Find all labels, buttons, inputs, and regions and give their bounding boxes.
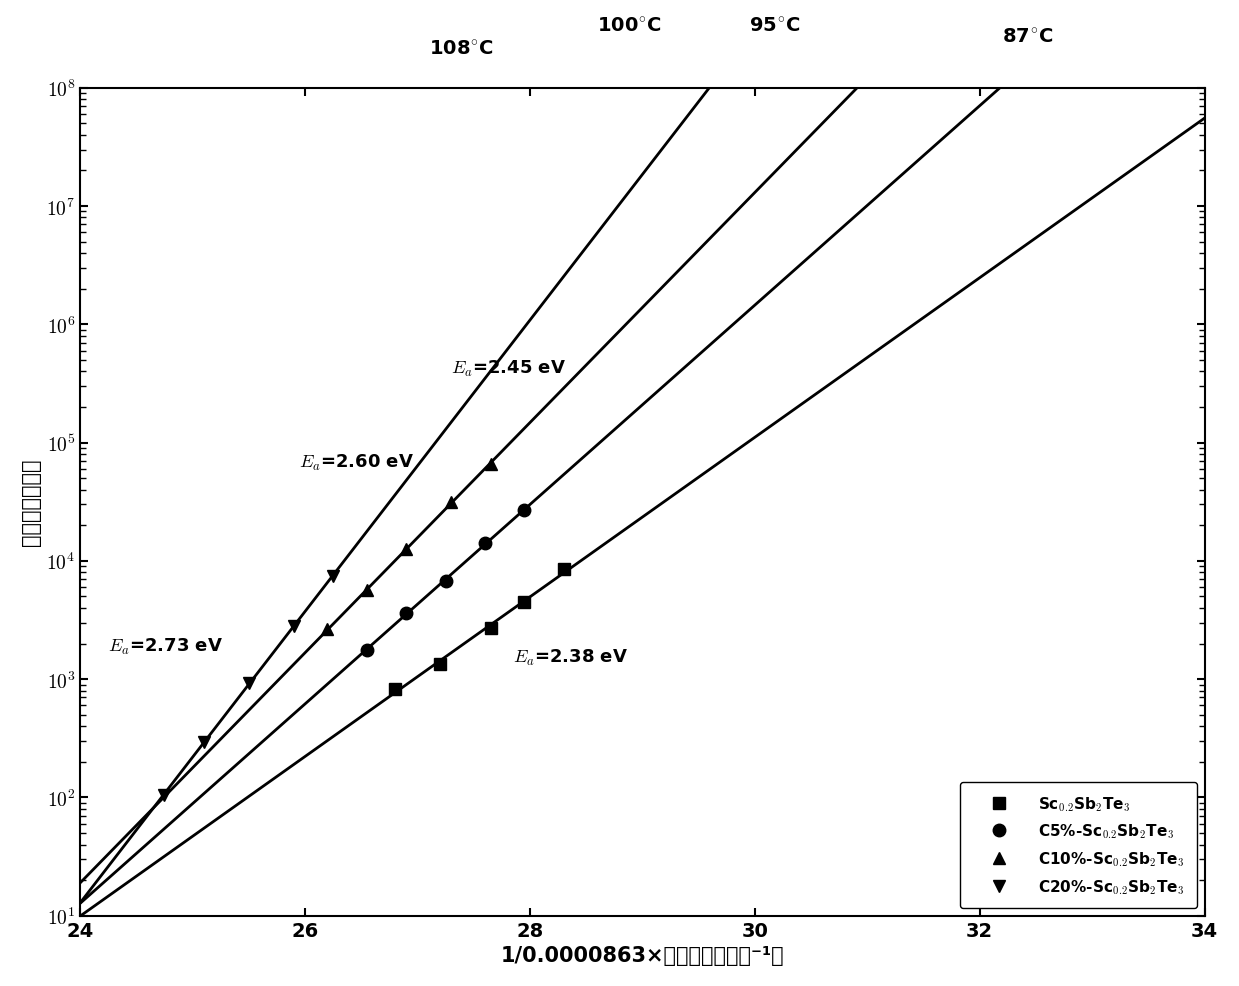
Sc$_{0.2}$Sb$_2$Te$_3$ <box>388 683 403 695</box>
Sc$_{0.2}$Sb$_2$Te$_3$ <box>517 597 532 608</box>
Line: C10%-Sc$_{0.2}$Sb$_2$Te$_3$: C10%-Sc$_{0.2}$Sb$_2$Te$_3$ <box>321 458 497 636</box>
C20%-Sc$_{0.2}$Sb$_2$Te$_3$ <box>326 571 341 583</box>
C20%-Sc$_{0.2}$Sb$_2$Te$_3$ <box>286 620 301 632</box>
Text: 100$^{\circ}$C: 100$^{\circ}$C <box>597 17 662 35</box>
C5%-Sc$_{0.2}$Sb$_2$Te$_3$ <box>399 607 414 619</box>
C10%-Sc$_{0.2}$Sb$_2$Te$_3$ <box>320 624 335 636</box>
Text: 87$^{\circ}$C: 87$^{\circ}$C <box>1002 29 1053 47</box>
C20%-Sc$_{0.2}$Sb$_2$Te$_3$ <box>196 737 211 748</box>
Text: $E_a$=2.73 eV: $E_a$=2.73 eV <box>108 636 223 656</box>
C20%-Sc$_{0.2}$Sb$_2$Te$_3$ <box>242 677 256 689</box>
Legend: Sc$_{0.2}$Sb$_2$Te$_3$, C5%-Sc$_{0.2}$Sb$_2$Te$_3$, C10%-Sc$_{0.2}$Sb$_2$Te$_3$,: Sc$_{0.2}$Sb$_2$Te$_3$, C5%-Sc$_{0.2}$Sb… <box>960 782 1197 908</box>
Text: 95$^{\circ}$C: 95$^{\circ}$C <box>750 17 800 35</box>
Text: $E_a$=2.60 eV: $E_a$=2.60 eV <box>300 453 414 472</box>
C10%-Sc$_{0.2}$Sb$_2$Te$_3$ <box>399 543 414 555</box>
Y-axis label: 失效时间（秒）: 失效时间（秒） <box>21 458 41 546</box>
Sc$_{0.2}$Sb$_2$Te$_3$ <box>432 659 447 670</box>
C5%-Sc$_{0.2}$Sb$_2$Te$_3$ <box>439 576 453 588</box>
Sc$_{0.2}$Sb$_2$Te$_3$ <box>483 623 498 635</box>
X-axis label: 1/0.0000863×温度（电子伏特⁻¹）: 1/0.0000863×温度（电子伏特⁻¹） <box>501 946 784 965</box>
C5%-Sc$_{0.2}$Sb$_2$Te$_3$ <box>477 537 492 549</box>
C5%-Sc$_{0.2}$Sb$_2$Te$_3$ <box>359 644 374 656</box>
Line: Sc$_{0.2}$Sb$_2$Te$_3$: Sc$_{0.2}$Sb$_2$Te$_3$ <box>389 563 570 695</box>
C10%-Sc$_{0.2}$Sb$_2$Te$_3$ <box>483 458 498 470</box>
Line: C5%-Sc$_{0.2}$Sb$_2$Te$_3$: C5%-Sc$_{0.2}$Sb$_2$Te$_3$ <box>361 504 530 656</box>
C5%-Sc$_{0.2}$Sb$_2$Te$_3$ <box>517 505 532 517</box>
Text: 108$^{\circ}$C: 108$^{\circ}$C <box>429 40 493 59</box>
Text: $E_a$=2.45 eV: $E_a$=2.45 eV <box>451 358 566 378</box>
Sc$_{0.2}$Sb$_2$Te$_3$ <box>556 564 571 576</box>
C20%-Sc$_{0.2}$Sb$_2$Te$_3$ <box>157 790 172 802</box>
Line: C20%-Sc$_{0.2}$Sb$_2$Te$_3$: C20%-Sc$_{0.2}$Sb$_2$Te$_3$ <box>159 571 339 802</box>
Text: $E_a$=2.38 eV: $E_a$=2.38 eV <box>513 648 628 668</box>
C10%-Sc$_{0.2}$Sb$_2$Te$_3$ <box>444 496 458 508</box>
C10%-Sc$_{0.2}$Sb$_2$Te$_3$ <box>359 585 374 597</box>
